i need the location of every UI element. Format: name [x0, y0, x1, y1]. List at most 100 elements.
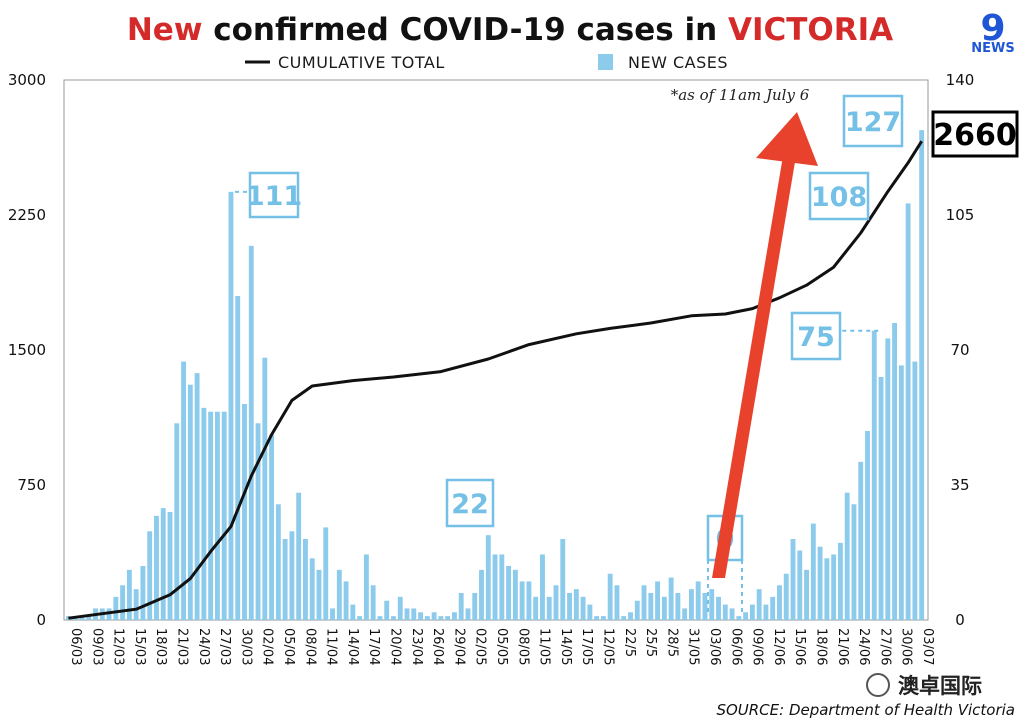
new-cases-bar: [391, 616, 396, 620]
title-new: New: [127, 12, 203, 48]
new-cases-bar: [316, 569, 322, 620]
right-axis: 0 35 70 105 140: [946, 71, 975, 629]
new-cases-bar: [634, 600, 640, 620]
as-of-note: *as of 11am July 6: [671, 86, 810, 104]
new-cases-bar: [262, 357, 268, 620]
new-cases-bar: [86, 616, 92, 620]
new-cases-bar: [709, 589, 715, 620]
title-victoria: VICTORIA: [728, 12, 893, 48]
new-cases-bar: [303, 539, 308, 620]
x-tick-label: 21/03: [175, 628, 190, 665]
red-arrow: [712, 112, 818, 578]
new-cases-bars: [66, 130, 925, 621]
new-cases-bar: [431, 612, 437, 620]
new-cases-bar: [377, 616, 383, 620]
new-cases-bar: [167, 512, 173, 620]
new-cases-bar: [113, 596, 119, 620]
new-cases-bar: [560, 539, 566, 620]
new-cases-bar: [682, 608, 688, 620]
new-cases-bar: [871, 330, 877, 620]
new-cases-bar: [844, 492, 850, 620]
logo-news: NEWS: [971, 41, 1014, 56]
x-tick-label: 06/06: [728, 628, 743, 665]
x-tick-label: 22/5: [622, 628, 637, 657]
new-cases-bar: [641, 585, 647, 620]
new-cases-bar: [885, 338, 891, 620]
new-cases-bar: [126, 569, 132, 620]
x-tick-label: 05/05: [494, 628, 509, 665]
new-cases-bar: [777, 585, 782, 620]
new-cases-bar: [79, 616, 85, 620]
new-cases-bar: [716, 596, 721, 620]
callout-label: 75: [797, 322, 835, 353]
new-cases-bar: [851, 504, 857, 620]
new-cases-bar: [810, 523, 816, 620]
new-cases-bar: [743, 612, 749, 620]
right-tick-label: 35: [950, 476, 969, 494]
new-cases-bar: [573, 589, 579, 620]
x-tick-label: 30/03: [238, 628, 253, 665]
left-tick-label: 1500: [8, 341, 46, 359]
new-cases-bar: [289, 531, 295, 620]
new-cases-bar: [580, 596, 586, 620]
new-cases-bar: [269, 434, 275, 620]
new-cases-bar: [648, 593, 654, 620]
new-cases-bar: [817, 546, 823, 620]
x-tick-label: 03/06: [707, 628, 722, 665]
x-tick-label: 31/05: [686, 628, 701, 665]
new-cases-bar: [492, 554, 498, 620]
x-tick-label: 30/06: [899, 628, 914, 665]
x-tick-label: 18/03: [153, 628, 168, 665]
new-cases-bar: [187, 384, 193, 620]
new-cases-bar: [865, 431, 870, 620]
new-cases-bar: [912, 361, 918, 620]
new-cases-bar: [567, 593, 572, 620]
x-tick-label: 17/05: [579, 628, 594, 665]
x-tick-label: 17/04: [366, 628, 381, 665]
watermark: 澳卓国际: [866, 673, 982, 698]
new-cases-bar: [837, 542, 843, 620]
new-cases-bar: [242, 404, 247, 620]
new-cases-bar: [120, 585, 126, 620]
new-cases-bar: [919, 130, 925, 620]
new-cases-bar: [214, 411, 220, 620]
source-text: SOURCE: Department of Health Victoria: [716, 701, 1015, 719]
legend: CUMULATIVE TOTAL NEW CASES: [245, 53, 728, 72]
new-cases-bar: [540, 554, 545, 620]
new-cases-bar: [499, 554, 505, 620]
new-cases-bar: [248, 245, 254, 621]
new-cases-bar: [424, 616, 430, 620]
new-cases-bar: [221, 411, 227, 620]
arrow-shaft: [712, 150, 797, 578]
new-cases-bar: [763, 604, 769, 620]
new-cases-bar: [451, 612, 457, 620]
new-cases-bar: [208, 411, 214, 620]
legend-bar-swatch: [598, 54, 613, 70]
left-tick-label: 2250: [8, 206, 46, 224]
x-tick-label: 14/04: [345, 628, 360, 665]
new-cases-bar: [858, 461, 864, 620]
new-cases-bar: [594, 616, 600, 620]
new-cases-bar: [729, 608, 735, 620]
new-cases-bar: [309, 558, 315, 620]
new-cases-bar: [255, 423, 261, 620]
x-tick-label: 15/06: [792, 628, 807, 665]
new-cases-bar: [506, 566, 512, 620]
new-cases-bar: [485, 535, 491, 620]
new-cases-bar: [465, 608, 471, 620]
new-cases-bar: [472, 593, 478, 620]
new-cases-bar: [688, 589, 694, 620]
new-cases-bar: [479, 569, 484, 620]
new-cases-bar: [804, 569, 809, 620]
logo-nine: 9: [980, 8, 1005, 49]
new-cases-bar: [235, 296, 241, 620]
x-tick-label: 08/05: [515, 628, 530, 665]
new-cases-bar: [600, 616, 606, 620]
x-tick-label: 03/07: [920, 628, 935, 665]
new-cases-bar: [533, 596, 539, 620]
new-cases-bar: [898, 365, 904, 620]
new-cases-bar: [363, 554, 369, 620]
x-tick-label: 23/04: [409, 628, 424, 665]
total-badge-box: [931, 110, 1019, 158]
new-cases-bar: [790, 539, 796, 620]
